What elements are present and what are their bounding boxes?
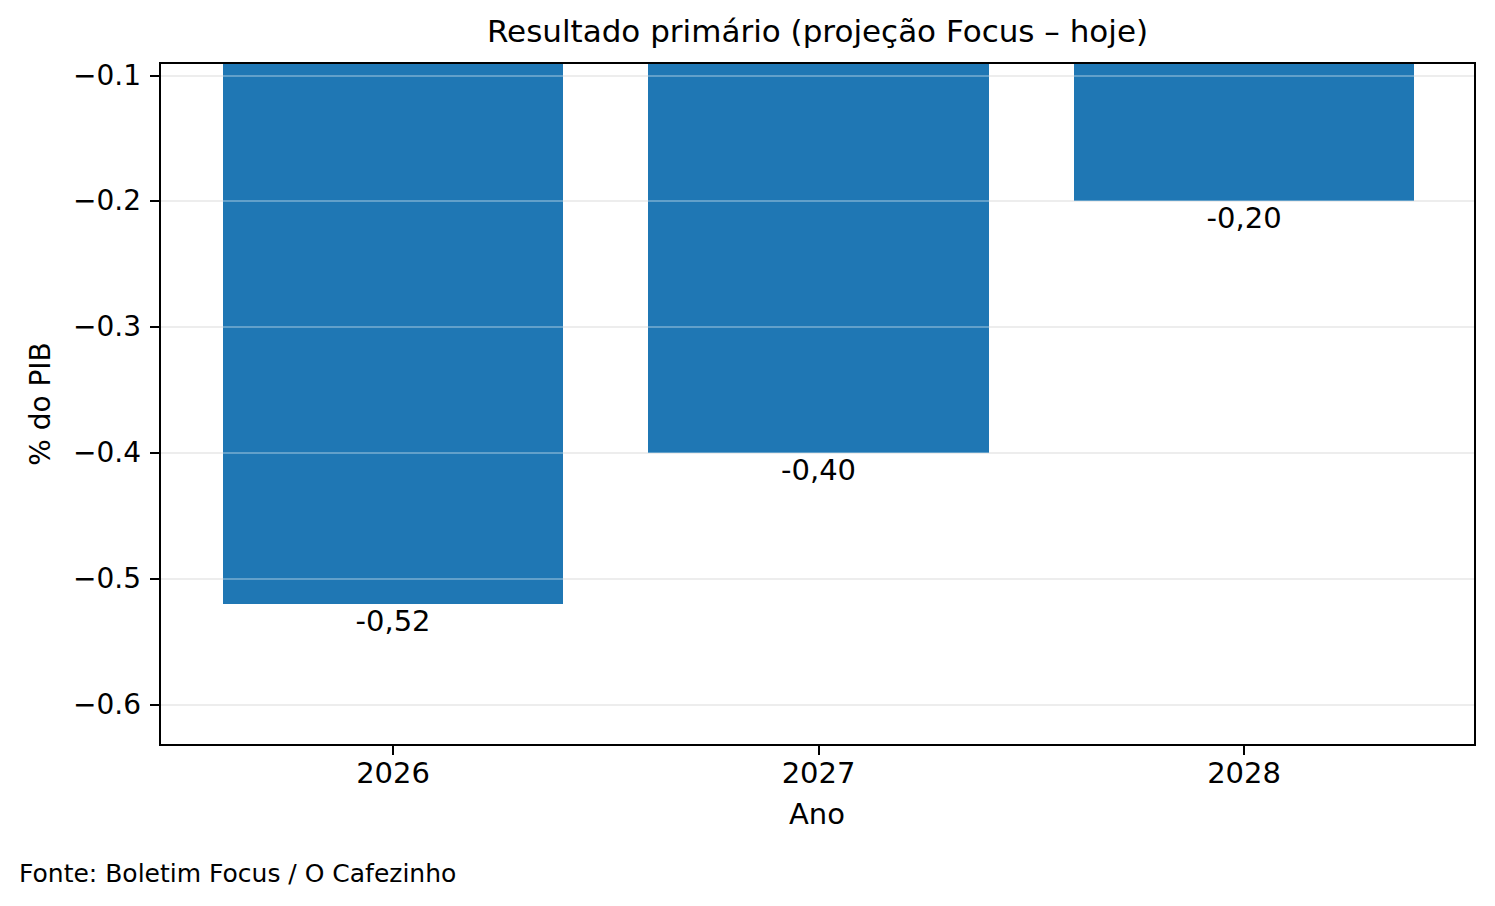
- y-tick-mark: [150, 578, 159, 580]
- x-tick-label: 2028: [1207, 757, 1281, 790]
- x-tick-label: 2027: [782, 757, 856, 790]
- x-tick-mark: [1243, 746, 1245, 755]
- y-tick-label: −0.2: [0, 185, 141, 217]
- y-tick-label: −0.6: [0, 689, 141, 721]
- y-tick-label: −0.3: [0, 311, 141, 343]
- ticks-layer: −0.1 −0.2 −0.3 −0.4 −0.5 −0.6 -0,52 2026 -0,40 20…: [0, 0, 1495, 906]
- figure: Resultado primário (projeção Focus – hoj…: [0, 0, 1495, 906]
- y-tick-label: −0.4: [0, 437, 141, 469]
- y-tick-mark: [150, 326, 159, 328]
- y-tick-label: −0.1: [0, 60, 141, 92]
- y-tick-mark: [150, 452, 159, 454]
- bar-value-label: -0,40: [781, 454, 856, 487]
- bar-value-label: -0,52: [356, 605, 431, 638]
- x-tick-label: 2026: [356, 757, 430, 790]
- y-tick-mark: [150, 200, 159, 202]
- y-tick-mark: [150, 704, 159, 706]
- y-tick-mark: [150, 75, 159, 77]
- y-tick-label: −0.5: [0, 563, 141, 595]
- bar-value-label: -0,20: [1207, 202, 1282, 235]
- x-tick-mark: [392, 746, 394, 755]
- x-tick-mark: [818, 746, 820, 755]
